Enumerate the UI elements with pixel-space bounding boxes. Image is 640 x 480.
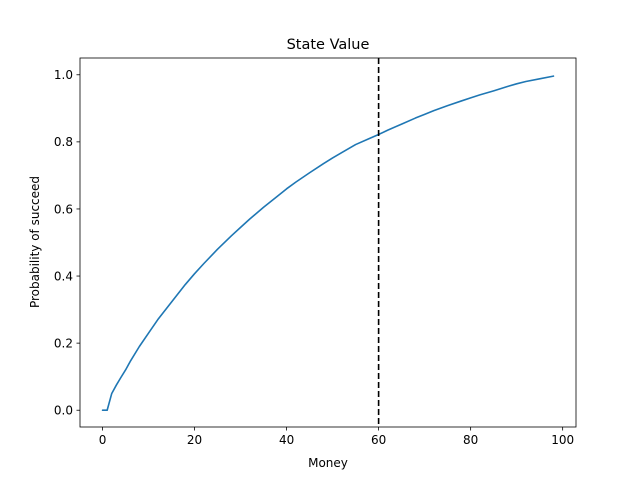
y-tick-label: 0.8 (54, 135, 73, 149)
x-tick-label: 20 (187, 433, 202, 447)
chart-title: State Value (287, 37, 370, 53)
plot-area (101, 58, 555, 427)
x-tick-label: 40 (279, 433, 294, 447)
x-axis-label: Money (308, 456, 348, 470)
series-line-0 (101, 75, 555, 412)
y-tick-label: 0.4 (54, 269, 73, 283)
x-tick-label: 80 (463, 433, 478, 447)
y-axis-label: Probability of succeed (28, 176, 42, 308)
y-tick-label: 0.6 (54, 202, 73, 216)
y-tick-label: 0.0 (54, 404, 73, 418)
x-tick-label: 100 (551, 433, 574, 447)
x-tick-label: 60 (371, 433, 386, 447)
x-tick-label: 0 (99, 433, 107, 447)
axes: 0 20 40 60 80 100 0.0 0.2 0.4 0.6 0.8 1.0 (54, 57, 577, 447)
y-tick-label: 1.0 (54, 68, 73, 82)
y-tick-label: 0.2 (54, 336, 73, 350)
axes-frame (79, 57, 577, 428)
